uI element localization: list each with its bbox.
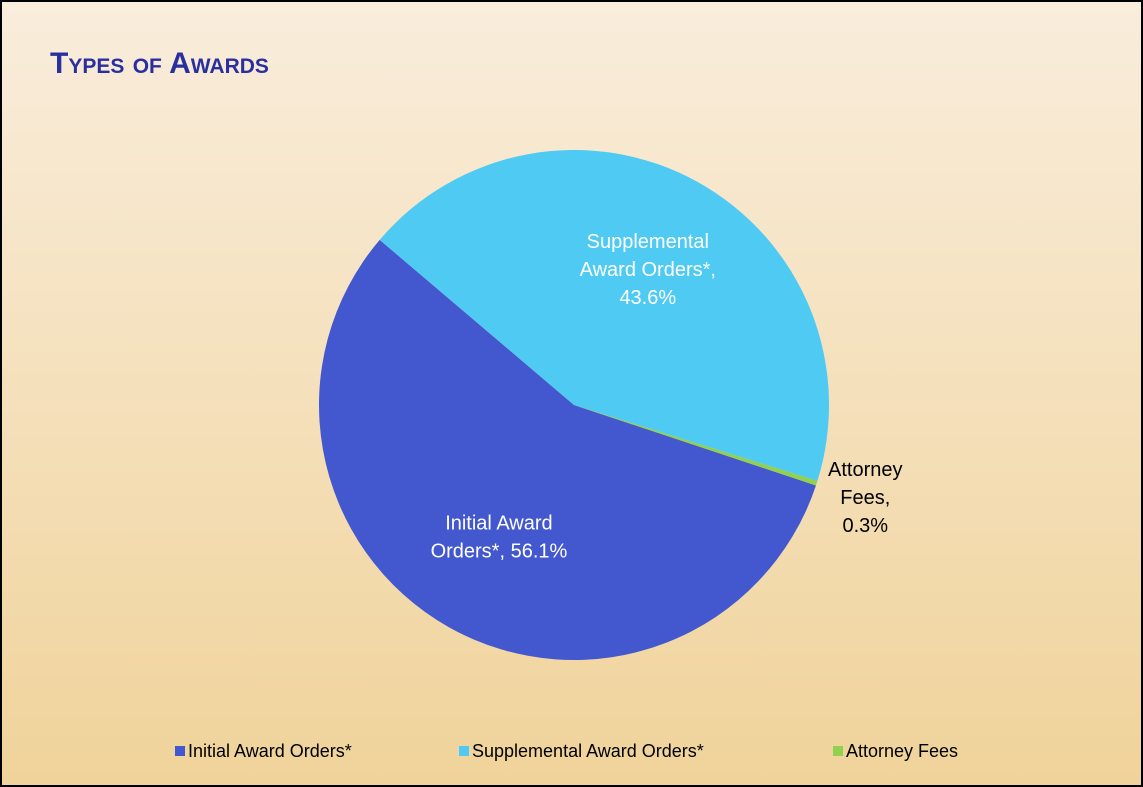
data-label: Supplemental Award Orders*, 43.6% bbox=[580, 231, 716, 309]
legend-swatch bbox=[175, 746, 185, 756]
legend-label: Supplemental Award Orders* bbox=[472, 741, 704, 761]
legend-label: Initial Award Orders* bbox=[188, 741, 352, 761]
data-label: Attorney Fees, 0.3% bbox=[828, 459, 902, 537]
legend-swatch bbox=[459, 746, 469, 756]
pie-slice bbox=[319, 239, 816, 660]
chart-title: Types of Awards bbox=[50, 47, 269, 80]
pie-slice bbox=[379, 149, 830, 481]
legend-label: Attorney Fees bbox=[846, 741, 958, 761]
legend-swatch bbox=[833, 746, 843, 756]
pie-slice bbox=[574, 405, 818, 486]
data-label: Initial Award Orders*, 56.1% bbox=[431, 513, 568, 563]
